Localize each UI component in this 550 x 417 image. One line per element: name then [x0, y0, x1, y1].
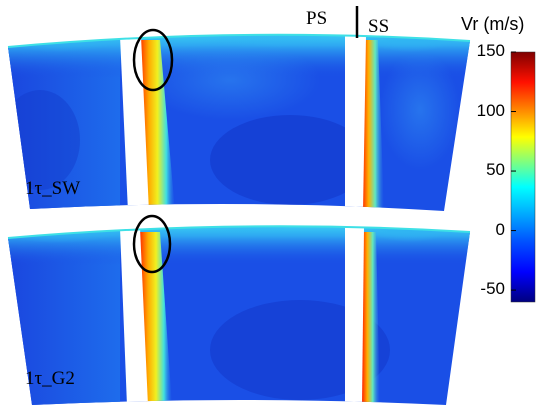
pressure-side-label: PS [306, 8, 328, 29]
colorbar-tick-label: 100 [476, 100, 505, 120]
colorbar-title: Vr (m/s) [461, 14, 525, 34]
colorbar [510, 51, 536, 303]
annotation-ellipse-top [132, 28, 174, 92]
suction-side-label: SS [368, 16, 390, 37]
colorbar-tick-label: -50 [480, 279, 505, 299]
annotation-ellipse-bottom [132, 214, 172, 274]
panel-label-bottom: 1τ_G2 [25, 368, 75, 389]
colorbar-tick-label: 150 [476, 41, 505, 60]
top-contour-panel [7, 33, 471, 211]
colorbar-tick-label: 50 [486, 160, 505, 180]
colorbar-tick-label: 0 [495, 219, 505, 239]
panel-label-top: 1τ_SW [25, 178, 81, 199]
bottom-contour-panel [7, 225, 471, 405]
